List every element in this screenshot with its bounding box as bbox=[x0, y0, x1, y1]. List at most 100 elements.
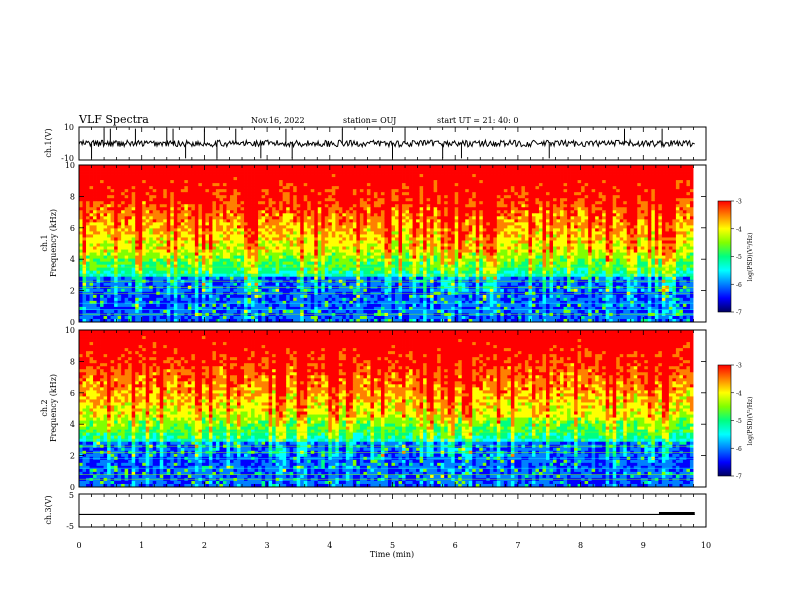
spectrogram-cell bbox=[626, 192, 631, 196]
spectrogram-cell bbox=[191, 198, 196, 202]
spectrogram-cell bbox=[668, 180, 673, 184]
spectrogram-cell bbox=[170, 222, 175, 226]
spectrogram-cell bbox=[489, 228, 494, 232]
spectrogram-cell bbox=[145, 201, 150, 205]
spectrogram-cell bbox=[380, 207, 385, 211]
spectrogram-cell bbox=[605, 174, 610, 178]
spectrogram-cell bbox=[395, 225, 399, 229]
spectrogram-cell bbox=[107, 192, 112, 196]
spectrogram-cell bbox=[191, 216, 196, 220]
spectrogram-cell bbox=[226, 222, 231, 226]
spectrogram-cell bbox=[324, 234, 329, 238]
spectrogram-cell bbox=[553, 198, 557, 202]
spectrogram-cell bbox=[373, 219, 378, 223]
spectrogram-cell bbox=[430, 207, 435, 211]
spectrogram-cell bbox=[166, 183, 171, 187]
spectrogram-cell bbox=[619, 204, 624, 208]
spectrogram-cell bbox=[131, 216, 136, 220]
spectrogram-cell bbox=[163, 246, 168, 250]
spectrogram-cell bbox=[201, 189, 206, 193]
spectrogram-cell bbox=[103, 246, 108, 250]
spectrogram-cell bbox=[412, 171, 417, 175]
spectrogram-cell bbox=[159, 168, 164, 172]
spectrogram-cell bbox=[665, 225, 670, 229]
spectrogram-cell bbox=[159, 165, 164, 169]
spectrogram-cell bbox=[647, 168, 652, 172]
spectrogram-cell bbox=[545, 219, 550, 223]
spectrogram-cell bbox=[163, 171, 168, 175]
spectrogram-cell bbox=[338, 168, 343, 172]
spectrogram-cell bbox=[342, 174, 347, 178]
spectrogram-cell bbox=[356, 234, 361, 238]
spectrogram-cell bbox=[121, 216, 126, 220]
spectrogram-cell bbox=[244, 171, 248, 175]
spectrogram-cell bbox=[349, 174, 354, 178]
spectrogram-cell bbox=[363, 216, 368, 220]
spectrogram-cell bbox=[647, 165, 652, 169]
spectrogram-cell bbox=[373, 204, 378, 208]
spectrogram-cell bbox=[468, 213, 473, 217]
spectrogram-cell bbox=[222, 225, 227, 229]
spectrogram-cell bbox=[117, 231, 122, 235]
spectrogram-cell bbox=[191, 231, 196, 235]
spectrogram-cell bbox=[549, 213, 554, 217]
spectrogram-cell bbox=[398, 192, 403, 196]
spectrogram-cell bbox=[268, 171, 273, 175]
spectrogram-cell bbox=[142, 228, 147, 232]
spectrogram-cell bbox=[212, 210, 217, 214]
spectrogram-cell bbox=[229, 228, 234, 232]
spectrogram-cell bbox=[412, 168, 417, 172]
spectrogram-cell bbox=[317, 240, 322, 244]
spectrogram-cell bbox=[472, 171, 477, 175]
spectrogram-cell bbox=[79, 207, 83, 211]
spectrogram-cell bbox=[384, 168, 389, 172]
spectrogram-cell bbox=[237, 234, 241, 238]
spectrogram-cell bbox=[254, 216, 259, 220]
spectrogram-cell bbox=[482, 222, 487, 226]
spectrogram-cell bbox=[661, 186, 666, 190]
spectrogram-cell bbox=[300, 210, 305, 214]
spectrogram-cell bbox=[163, 243, 168, 247]
spectrogram-cell bbox=[166, 222, 171, 226]
spectrogram-cell bbox=[149, 219, 154, 223]
spectrogram-cell bbox=[672, 240, 677, 244]
spectrogram-cell bbox=[380, 210, 385, 214]
spectrogram-cell bbox=[191, 228, 196, 232]
spectrogram-cell bbox=[156, 219, 161, 223]
spectrogram-cell bbox=[251, 168, 255, 172]
spectrogram-cell bbox=[124, 216, 129, 220]
spectrogram-cell bbox=[598, 171, 603, 175]
spectrogram-cell bbox=[114, 219, 119, 223]
spectrogram-cell bbox=[584, 186, 589, 190]
spectrogram-cell bbox=[296, 177, 301, 181]
spectrogram-cell bbox=[605, 204, 610, 208]
spectrogram-cell bbox=[124, 213, 129, 217]
spectrogram-cell bbox=[244, 204, 248, 208]
spectrogram-cell bbox=[191, 186, 196, 190]
spectrogram-cell bbox=[156, 198, 161, 202]
spectrogram-cell bbox=[588, 168, 593, 172]
spectrogram-cell bbox=[296, 168, 301, 172]
spectrogram-cell bbox=[268, 237, 273, 241]
spectrogram-cell bbox=[215, 246, 220, 250]
spectrogram-cell bbox=[191, 168, 196, 172]
spectrogram-cell bbox=[275, 243, 280, 247]
spectrogram-cell bbox=[194, 207, 199, 211]
spectrogram-cell bbox=[303, 231, 308, 235]
spectrogram-cell bbox=[402, 234, 406, 238]
spectrogram-cell bbox=[258, 225, 262, 229]
spectrogram-cell bbox=[560, 186, 564, 190]
spectrogram-cell bbox=[86, 246, 90, 250]
spectrogram-cell bbox=[514, 213, 519, 217]
spectrogram-cell bbox=[89, 177, 94, 181]
spectrogram-cell bbox=[314, 210, 319, 214]
spectrogram-cell bbox=[658, 177, 663, 181]
spectrogram-cell bbox=[563, 237, 568, 241]
spectrogram-cell bbox=[233, 189, 238, 193]
spectrogram-cell bbox=[672, 180, 677, 184]
spectrogram-cell bbox=[679, 168, 684, 172]
spectrogram-cell bbox=[465, 240, 470, 244]
spectrogram-cell bbox=[387, 177, 392, 181]
spectrogram-cell bbox=[93, 180, 97, 184]
spectrogram-cell bbox=[437, 177, 442, 181]
